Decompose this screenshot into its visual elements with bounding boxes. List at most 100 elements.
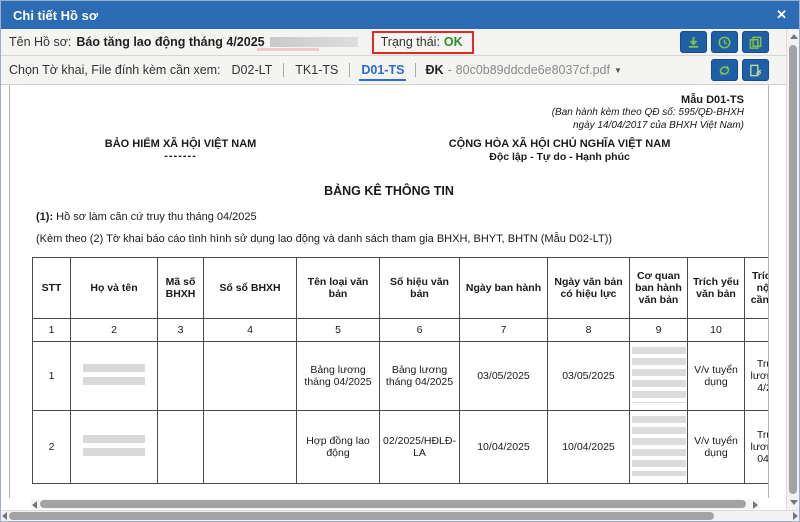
- chevron-down-icon: ▼: [613, 65, 622, 75]
- tab-d01-ts[interactable]: D01-TS: [359, 59, 407, 81]
- table-row: 1 Bảng lương tháng 04/2025 Bảng lương th…: [32, 341, 768, 411]
- org-name-left: BẢO HIỂM XÃ HỘI VIỆT NAM: [104, 138, 257, 150]
- scrollbar-thumb[interactable]: [40, 500, 746, 508]
- attachment-prefix: ĐK: [425, 63, 444, 77]
- export-button[interactable]: [742, 59, 769, 81]
- cell-summary: V/v tuyển dụng: [687, 410, 745, 484]
- tab-d02-lt[interactable]: D02-LT: [231, 63, 273, 77]
- column-number: 7: [459, 318, 548, 342]
- close-icon[interactable]: ✕: [776, 7, 787, 22]
- cell-stt: 1: [32, 341, 71, 411]
- status-label: Trạng thái:: [380, 34, 440, 49]
- scroll-right-arrow[interactable]: [753, 501, 758, 509]
- tab-bar-label: Chọn Tờ khai, File đính kèm cần xem:: [9, 63, 221, 77]
- cell-ma-so-bhxh: [157, 341, 204, 411]
- refresh-icon: [717, 63, 732, 78]
- tab-separator: [415, 63, 417, 77]
- column-number: [744, 318, 768, 342]
- history-button[interactable]: [711, 31, 738, 53]
- status-highlight-box: Trạng thái: OK: [371, 30, 474, 54]
- tab-separator: [349, 63, 351, 77]
- tab-tk1-ts[interactable]: TK1-TS: [295, 63, 339, 77]
- column-number: 6: [379, 318, 460, 342]
- file-name-label: Tên Hồ sơ:: [9, 35, 72, 49]
- scrollbar-thumb[interactable]: [9, 512, 714, 520]
- history-icon: [717, 35, 732, 50]
- scroll-left-arrow[interactable]: [32, 501, 37, 509]
- scroll-right-arrow[interactable]: [793, 512, 798, 520]
- table-column-number-row: 1 2 3 4 5 6 7 8 9 10: [32, 318, 768, 342]
- redacted-text: [83, 435, 145, 456]
- form-code-block: Mẫu D01-TS (Ban hành kèm theo QĐ số: 595…: [10, 85, 768, 132]
- scroll-up-arrow[interactable]: [790, 34, 798, 39]
- form-note-line1: (Ban hành kèm theo QĐ số: 595/QĐ-BHXH: [551, 107, 744, 118]
- column-number: 1: [32, 318, 71, 342]
- cell-agency: [629, 410, 688, 484]
- cell-extract: Tru lương 04/: [744, 410, 768, 484]
- column-number: 3: [157, 318, 204, 342]
- scroll-down-arrow[interactable]: [790, 500, 798, 505]
- cell-issue-date: 03/05/2025: [459, 341, 548, 411]
- attachment-dropdown[interactable]: ĐK - 80c0b89ddcde6e8037cf.pdf ▼: [425, 63, 621, 77]
- note-1-text: Hồ sơ làm căn cứ truy thu tháng 04/2025: [53, 211, 257, 223]
- scrollbar-thumb[interactable]: [789, 45, 797, 494]
- national-motto-line1: CỘNG HÒA XÃ HỘI CHỦ NGHĨA VIỆT NAM: [448, 138, 671, 150]
- note-2: (Kèm theo (2) Tờ khai báo cáo tình hình …: [36, 233, 613, 245]
- tab-separator: [283, 63, 285, 77]
- table-header-cell: Trích yếu văn bản: [687, 257, 745, 319]
- table-header-cell: Cơ quan ban hành văn bản: [629, 257, 688, 319]
- redacted-text: [269, 37, 358, 47]
- cell-effective-date: 03/05/2025: [547, 341, 630, 411]
- form-note-line2: ngày 14/04/2017 của BHXH Việt Nam): [572, 120, 744, 131]
- cell-doc-no: 02/2025/HĐLĐ-LA: [379, 410, 460, 484]
- org-rule: -------: [164, 150, 197, 162]
- cell-doc-type: Bảng lương tháng 04/2025: [296, 341, 380, 411]
- document-page: Mẫu D01-TS (Ban hành kèm theo QĐ số: 595…: [9, 85, 769, 498]
- cell-issue-date: 10/04/2025: [459, 410, 548, 484]
- cell-extract: Tru lương 4/2: [744, 341, 768, 411]
- redaction-artifact: [257, 48, 319, 51]
- cell-agency: [629, 341, 688, 411]
- redacted-text: [83, 364, 145, 385]
- cell-effective-date: 10/04/2025: [547, 410, 630, 484]
- column-number: 4: [203, 318, 297, 342]
- column-number: 8: [547, 318, 630, 342]
- table-header-cell: Số hiệu văn bản: [379, 257, 460, 319]
- modal-title: Chi tiết Hồ sơ: [13, 7, 99, 23]
- cell-stt: 2: [32, 410, 71, 484]
- cell-summary: V/v tuyển dụng: [687, 341, 745, 411]
- table-header-row: STT Họ và tên Mã số BHXH Số sổ BHXH Tên …: [32, 257, 768, 319]
- table-row: 2 Hợp đồng lao động 02/2025/HĐLĐ-LA 10/0…: [32, 410, 768, 484]
- table-header-cell: Ngày ban hành: [459, 257, 548, 319]
- viewer-toolbar: [711, 59, 769, 81]
- info-bar: Tên Hồ sơ: Báo tăng lao động tháng 4/202…: [1, 29, 799, 56]
- column-number: 10: [687, 318, 745, 342]
- column-number: 2: [70, 318, 158, 342]
- document-viewer: Mẫu D01-TS (Ban hành kèm theo QĐ số: 595…: [1, 85, 788, 498]
- table-header-cell: STT: [32, 257, 71, 319]
- document-table: STT Họ và tên Mã số BHXH Số sổ BHXH Tên …: [32, 257, 768, 484]
- status-value: OK: [443, 34, 463, 49]
- scroll-left-arrow[interactable]: [2, 512, 7, 520]
- modal-horizontal-scrollbar: [1, 510, 799, 521]
- cell-name: [70, 410, 158, 484]
- download-button[interactable]: [680, 31, 707, 53]
- copy-icon: [748, 35, 763, 50]
- note-1: (1): Hồ sơ làm căn cứ truy thu tháng 04/…: [36, 211, 768, 223]
- note-1-label: (1):: [36, 211, 54, 223]
- file-toolbar: [680, 31, 769, 53]
- table-header-cell: Mã số BHXH: [157, 257, 204, 319]
- column-number: 9: [629, 318, 688, 342]
- document-header: BẢO HIỂM XÃ HỘI VIỆT NAM ------- CỘNG HÒ…: [10, 138, 768, 163]
- refresh-button[interactable]: [711, 59, 738, 81]
- redacted-text: [632, 346, 686, 403]
- table-header-cell: Họ và tên: [70, 257, 158, 319]
- cell-so-so-bhxh: [203, 410, 297, 484]
- cell-name: [70, 341, 158, 411]
- attachment-tab-bar: Chọn Tờ khai, File đính kèm cần xem: D02…: [1, 56, 799, 85]
- cell-doc-no: Bảng lương tháng 04/2025: [379, 341, 460, 411]
- export-icon: [748, 63, 763, 78]
- copy-button[interactable]: [742, 31, 769, 53]
- column-number: 5: [296, 318, 380, 342]
